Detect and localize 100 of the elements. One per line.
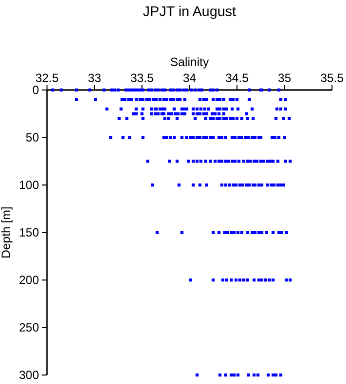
point	[214, 160, 217, 163]
point	[176, 88, 179, 92]
point	[214, 112, 217, 116]
point	[165, 136, 168, 139]
point	[94, 98, 97, 101]
point	[192, 136, 195, 139]
point	[167, 117, 170, 120]
point	[183, 112, 186, 116]
point	[279, 184, 282, 186]
point	[264, 231, 268, 234]
point	[272, 160, 275, 163]
point	[192, 108, 195, 110]
x-tick-label: 35	[278, 71, 292, 85]
point	[156, 231, 159, 234]
point	[248, 88, 251, 92]
point	[284, 160, 287, 163]
point	[280, 231, 284, 234]
point	[242, 278, 246, 282]
y-tick-label: 50	[26, 130, 40, 144]
point	[212, 231, 215, 234]
point	[246, 117, 249, 120]
point	[205, 98, 208, 101]
point	[204, 160, 208, 163]
point	[236, 98, 238, 101]
point	[255, 160, 258, 163]
point	[180, 112, 184, 116]
point	[279, 98, 282, 101]
point	[246, 231, 249, 234]
point	[282, 184, 286, 186]
point	[216, 117, 219, 120]
point	[180, 231, 184, 234]
point	[220, 160, 224, 163]
x-tick-label: 33	[88, 71, 102, 85]
point	[222, 108, 226, 110]
point	[168, 160, 172, 163]
point	[138, 88, 142, 92]
y-axis-title: Depth [m]	[0, 206, 13, 259]
y-tick-label: 100	[18, 178, 40, 192]
point	[238, 278, 242, 282]
point	[279, 374, 282, 376]
point	[150, 112, 153, 116]
point	[156, 112, 160, 116]
point	[60, 88, 63, 92]
point	[172, 98, 175, 101]
point	[158, 108, 162, 110]
point	[225, 108, 228, 110]
point	[218, 374, 222, 376]
point	[252, 374, 256, 376]
point	[198, 88, 200, 92]
point	[198, 112, 202, 116]
point	[178, 98, 182, 101]
point	[176, 98, 179, 101]
point	[120, 108, 123, 110]
point	[180, 136, 184, 139]
point	[230, 278, 233, 282]
point	[217, 231, 220, 234]
point	[163, 88, 166, 92]
point	[158, 98, 162, 101]
point	[242, 160, 246, 163]
point	[218, 108, 222, 110]
point	[232, 231, 236, 234]
point	[74, 98, 78, 101]
point	[185, 136, 188, 139]
point	[51, 88, 54, 92]
point	[208, 136, 212, 139]
y-tick-label: 250	[18, 320, 40, 334]
point	[262, 160, 266, 163]
point	[237, 136, 240, 139]
point	[196, 108, 199, 110]
point	[234, 160, 237, 163]
point	[196, 136, 199, 139]
point	[198, 184, 202, 186]
point	[200, 88, 204, 92]
point	[203, 108, 206, 110]
point	[240, 136, 244, 139]
x-tick-label: 34.5	[225, 71, 249, 85]
point	[274, 117, 278, 120]
point	[264, 278, 267, 282]
point	[134, 98, 138, 101]
point	[163, 117, 166, 120]
point	[207, 108, 210, 110]
point	[172, 88, 175, 92]
point	[169, 88, 172, 92]
point	[236, 117, 238, 120]
point	[272, 184, 276, 186]
point	[226, 231, 229, 234]
point	[260, 278, 264, 282]
point	[222, 112, 226, 116]
point	[122, 136, 124, 139]
point	[272, 231, 275, 234]
point	[252, 117, 255, 120]
point	[169, 98, 172, 101]
chart-title: JPJT in August	[142, 3, 236, 19]
point	[228, 184, 231, 186]
point	[244, 136, 248, 139]
point	[248, 98, 251, 101]
point	[217, 136, 220, 139]
point	[275, 108, 278, 110]
point	[252, 160, 256, 163]
point	[176, 117, 179, 120]
